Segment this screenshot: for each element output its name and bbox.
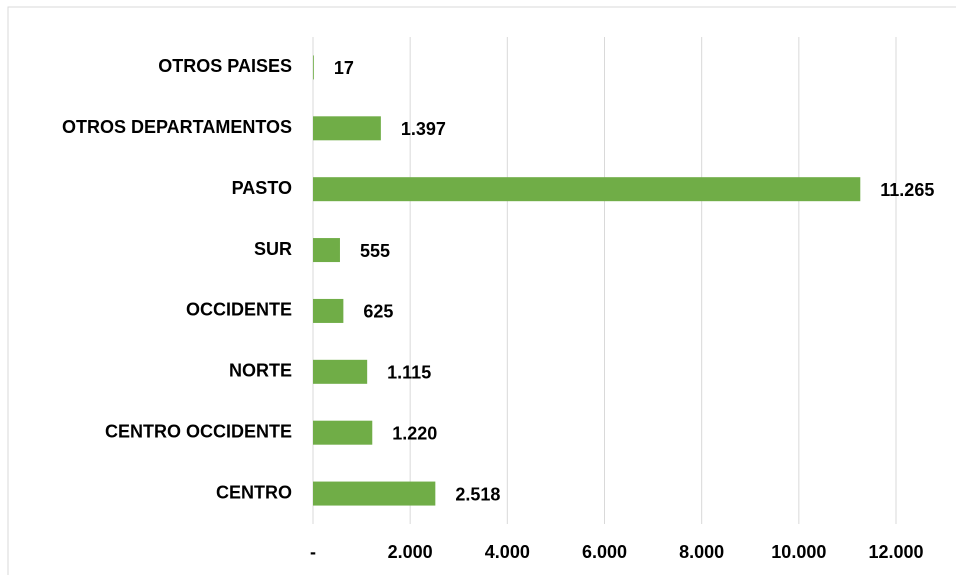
y-tick-label: PASTO [232,178,292,198]
x-tick-label: 4.000 [485,542,530,562]
x-tick-label: 6.000 [582,542,627,562]
data-label: 555 [360,241,390,261]
data-label: 17 [334,58,354,78]
y-tick-label: NORTE [229,361,292,381]
bar [313,55,314,80]
bar [313,481,436,506]
y-tick-label: OTROS DEPARTAMENTOS [62,117,292,137]
data-label: 1.115 [387,363,431,383]
data-label: 1.397 [401,119,446,139]
bar [313,238,340,263]
x-tick-label: 2.000 [388,542,433,562]
data-label: 2.518 [455,484,500,504]
y-tick-label: OTROS PAISES [158,56,292,76]
x-tick-label: 8.000 [679,542,724,562]
data-label: 625 [363,302,393,322]
bar [313,177,861,202]
data-label: 11.265 [880,180,934,200]
x-tick-label: 12.000 [868,542,923,562]
x-tick-label: 10.000 [771,542,826,562]
y-tick-label: CENTRO [216,482,292,502]
chart-border [7,6,956,575]
y-tick-label: OCCIDENTE [186,300,292,320]
bar [313,420,373,445]
bar [313,116,381,141]
data-label: 1.220 [392,423,437,443]
y-tick-label: SUR [254,239,292,259]
x-tick-label: - [310,542,316,562]
bar [313,359,368,384]
bar [313,298,344,323]
y-tick-label: CENTRO OCCIDENTE [105,421,292,441]
